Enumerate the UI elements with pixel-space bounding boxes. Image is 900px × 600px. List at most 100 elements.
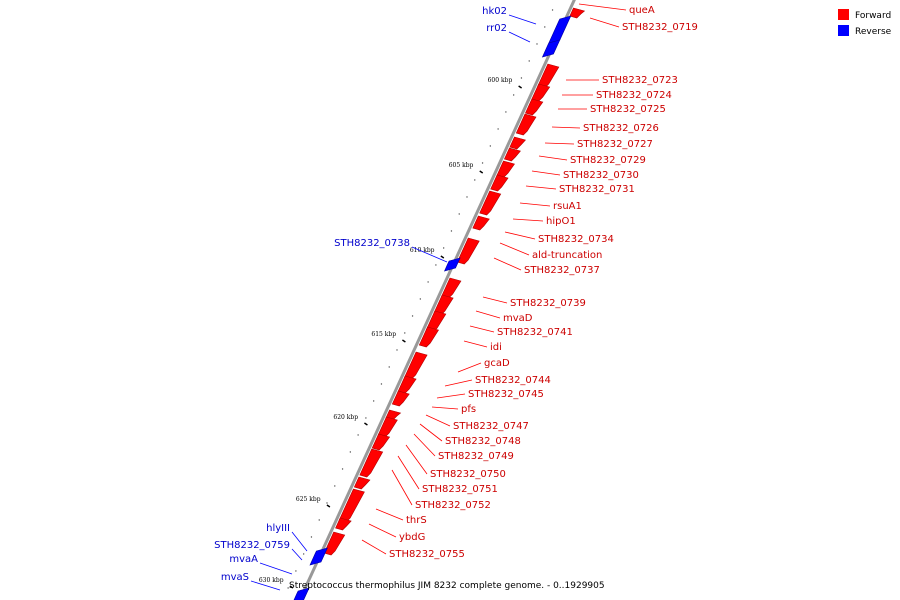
- minor-tick: [450, 230, 453, 232]
- reverse-gene-glyph[interactable]: [443, 257, 461, 272]
- minor-tick: [466, 196, 468, 198]
- reverse-gene-label[interactable]: STH8232_0759: [214, 540, 290, 551]
- tick-mark: [326, 504, 331, 508]
- forward-gene-label[interactable]: STH8232_0750: [430, 469, 506, 480]
- reverse-gene-glyph[interactable]: [309, 547, 328, 566]
- tick-mark: [402, 339, 406, 343]
- forward-leader-line: [431, 406, 459, 410]
- forward-gene-label[interactable]: STH8232_0731: [559, 184, 635, 195]
- minor-tick: [372, 400, 375, 402]
- forward-gene-glyph[interactable]: [479, 190, 502, 216]
- forward-leader-line: [375, 508, 404, 521]
- reverse-gene-glyph[interactable]: [548, 15, 572, 44]
- forward-gene-glyph[interactable]: [496, 160, 515, 178]
- forward-gene-glyph[interactable]: [472, 215, 490, 231]
- forward-gene-glyph[interactable]: [377, 416, 398, 438]
- forward-gene-label[interactable]: STH8232_0726: [583, 123, 659, 134]
- forward-gene-label[interactable]: hipO1: [546, 216, 576, 227]
- forward-gene-label[interactable]: STH8232_0727: [577, 139, 653, 150]
- forward-gene-label[interactable]: STH8232_0719: [622, 22, 698, 33]
- forward-gene-glyph[interactable]: [397, 375, 417, 394]
- forward-gene-label[interactable]: gcaD: [484, 358, 510, 369]
- forward-gene-glyph[interactable]: [569, 7, 586, 19]
- forward-gene-glyph[interactable]: [509, 136, 527, 150]
- forward-gene-label[interactable]: idi: [490, 342, 502, 353]
- forward-gene-label[interactable]: STH8232_0729: [570, 155, 646, 166]
- forward-leader-line: [444, 379, 473, 387]
- minor-tick: [349, 451, 352, 453]
- forward-gene-glyph[interactable]: [353, 476, 371, 490]
- forward-gene-glyph[interactable]: [404, 351, 428, 380]
- forward-gene-label[interactable]: STH8232_0725: [590, 104, 666, 115]
- forward-gene-glyph[interactable]: [385, 409, 402, 421]
- minor-tick: [326, 502, 328, 504]
- forward-gene-glyph[interactable]: [441, 277, 462, 299]
- forward-gene-label[interactable]: thrS: [406, 515, 427, 526]
- forward-gene-label[interactable]: STH8232_0747: [453, 421, 529, 432]
- forward-gene-label[interactable]: rsuA1: [553, 201, 582, 212]
- forward-gene-glyph[interactable]: [371, 433, 391, 451]
- forward-gene-glyph[interactable]: [359, 448, 384, 478]
- forward-gene-label[interactable]: STH8232_0739: [510, 298, 586, 309]
- tick-label: 600 kbp: [488, 77, 513, 84]
- minor-tick: [551, 9, 554, 11]
- reverse-gene-label[interactable]: hk02: [482, 6, 507, 17]
- forward-gene-label[interactable]: STH8232_0744: [475, 375, 551, 386]
- forward-leader-line: [544, 142, 575, 145]
- forward-gene-label[interactable]: STH8232_0752: [415, 500, 491, 511]
- forward-gene-label[interactable]: STH8232_0748: [445, 436, 521, 447]
- minor-tick: [528, 60, 530, 62]
- forward-leader-line: [512, 218, 544, 222]
- forward-gene-label[interactable]: mvaD: [503, 313, 533, 324]
- forward-gene-label[interactable]: STH8232_0749: [438, 451, 514, 462]
- forward-gene-label[interactable]: STH8232_0734: [538, 234, 614, 245]
- forward-gene-glyph[interactable]: [391, 390, 410, 407]
- forward-leader-line: [463, 340, 488, 348]
- forward-gene-glyph[interactable]: [418, 326, 439, 348]
- minor-tick: [396, 349, 398, 351]
- minor-tick: [489, 145, 492, 147]
- minor-tick: [365, 417, 367, 419]
- reverse-gene-label[interactable]: hlyIII: [266, 523, 290, 534]
- forward-gene-glyph[interactable]: [503, 147, 521, 162]
- minor-tick: [442, 247, 445, 249]
- tick-label: 605 kbp: [449, 162, 474, 169]
- forward-gene-label[interactable]: queA: [629, 5, 655, 16]
- reverse-gene-label[interactable]: mvaA: [229, 554, 258, 565]
- forward-gene-label[interactable]: ybdG: [399, 532, 425, 543]
- tick-label: 615 kbp: [371, 331, 396, 338]
- forward-gene-label[interactable]: STH8232_0730: [563, 170, 639, 181]
- forward-gene-label[interactable]: STH8232_0745: [468, 389, 544, 400]
- minor-tick: [341, 468, 344, 470]
- forward-gene-label[interactable]: ald-truncation: [532, 250, 602, 261]
- forward-leader-line: [493, 257, 522, 271]
- legend-forward-swatch: [838, 9, 849, 20]
- minor-tick: [302, 553, 305, 555]
- reverse-gene-glyph[interactable]: [541, 39, 561, 58]
- forward-gene-label[interactable]: STH8232_0755: [389, 549, 465, 560]
- forward-leader-line: [405, 444, 428, 475]
- forward-leader-line: [519, 202, 551, 207]
- forward-gene-glyph[interactable]: [525, 98, 544, 116]
- forward-leader-line: [397, 455, 420, 490]
- forward-gene-label[interactable]: STH8232_0751: [422, 484, 498, 495]
- forward-gene-glyph[interactable]: [335, 517, 352, 531]
- forward-gene-label[interactable]: pfs: [461, 404, 476, 415]
- tick-label: 625 kbp: [296, 496, 321, 503]
- forward-gene-label[interactable]: STH8232_0741: [497, 327, 573, 338]
- minor-tick: [536, 43, 538, 45]
- minor-tick: [481, 162, 484, 164]
- minor-tick: [520, 77, 523, 79]
- reverse-gene-label[interactable]: rr02: [486, 23, 507, 34]
- forward-gene-label[interactable]: STH8232_0737: [524, 265, 600, 276]
- forward-gene-glyph[interactable]: [531, 83, 551, 102]
- reverse-gene-glyph[interactable]: [293, 587, 310, 600]
- reverse-gene-label[interactable]: mvaS: [221, 572, 249, 583]
- forward-gene-glyph[interactable]: [515, 113, 537, 136]
- forward-gene-glyph[interactable]: [490, 174, 509, 192]
- forward-gene-label[interactable]: STH8232_0724: [596, 90, 672, 101]
- forward-gene-label[interactable]: STH8232_0723: [602, 75, 678, 86]
- minor-tick: [497, 128, 499, 130]
- reverse-gene-label[interactable]: STH8232_0738: [334, 238, 410, 249]
